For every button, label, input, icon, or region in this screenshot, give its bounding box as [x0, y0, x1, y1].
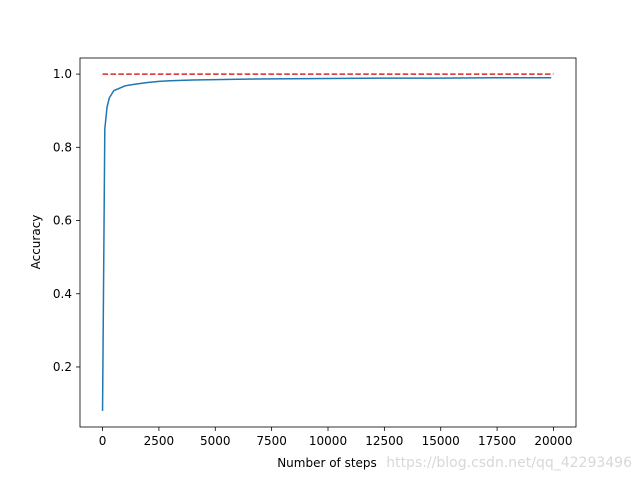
x-tick-label: 20000: [534, 434, 572, 448]
data-line: [101, 77, 552, 411]
x-tick-label: 5000: [200, 434, 231, 448]
y-axis-label: Accuracy: [29, 215, 43, 270]
y-tick-label: 0.4: [53, 287, 72, 301]
y-tick-label: 0.8: [53, 140, 72, 154]
x-tick-label: 17500: [478, 434, 516, 448]
x-tick-label: 0: [99, 434, 107, 448]
x-tick-label: 2500: [144, 434, 175, 448]
x-tick-label: 12500: [365, 434, 403, 448]
y-tick-label: 0.6: [53, 214, 72, 228]
watermark: https://blog.csdn.net/qq_42293496: [386, 455, 632, 471]
x-tick-label: 15000: [422, 434, 460, 448]
x-tick-label: 10000: [309, 434, 347, 448]
y-tick-label: 1.0: [53, 67, 72, 81]
x-axis-label: Number of steps: [277, 456, 377, 470]
plot-frame: [79, 57, 577, 428]
y-tick-label: 0.2: [53, 360, 72, 374]
x-tick-label: 7500: [256, 434, 287, 448]
